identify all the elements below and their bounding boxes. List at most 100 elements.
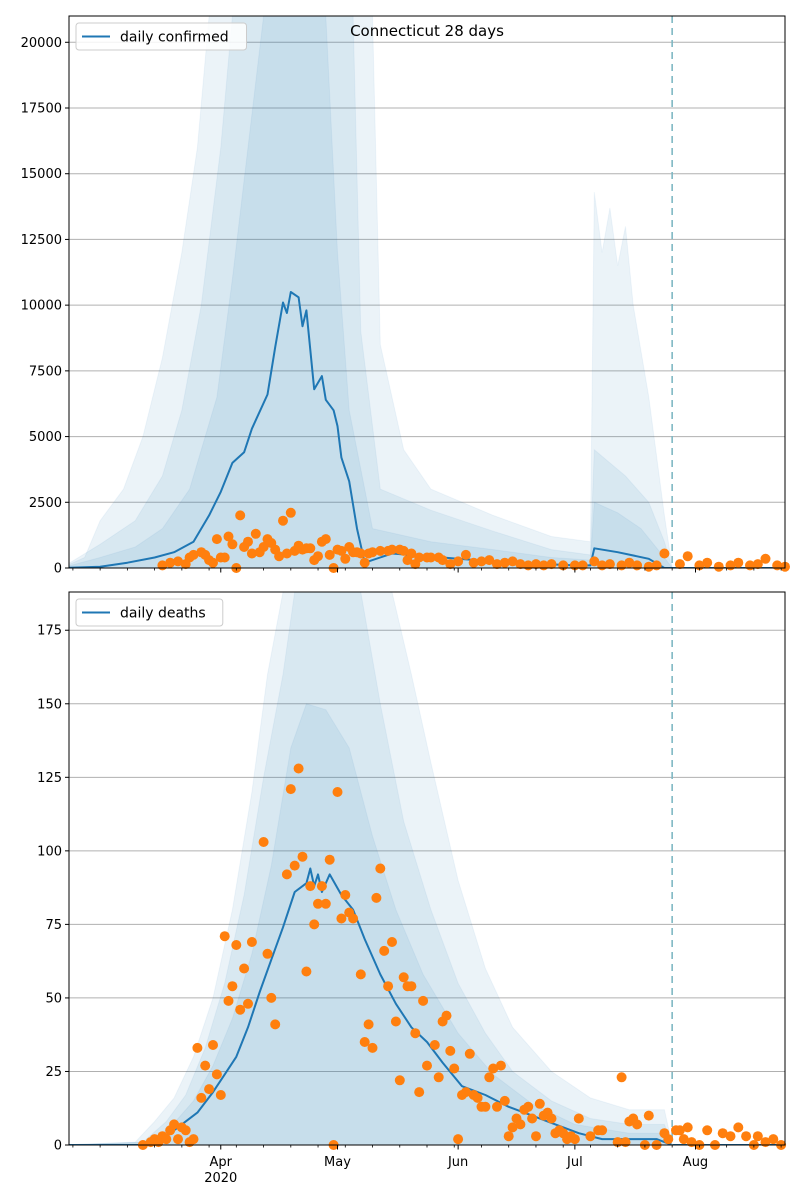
chart-1-data-point-110 bbox=[616, 1072, 627, 1083]
chart-0-data-point-94 bbox=[713, 561, 724, 572]
chart-1-data-point-18 bbox=[211, 1069, 222, 1080]
chart-1-data-point-84 bbox=[492, 1101, 502, 1112]
chart-1-data-point-43 bbox=[324, 854, 335, 865]
chart-1-data-point-51 bbox=[359, 1037, 370, 1047]
chart-1-data-point-38 bbox=[305, 881, 316, 892]
chart-1-data-point-60 bbox=[394, 1075, 405, 1086]
chart-1-data-point-82 bbox=[484, 1072, 495, 1083]
chart-0-data-point-59 bbox=[414, 552, 425, 563]
chart-0-data-point-83 bbox=[604, 559, 615, 570]
chart-0-data-point-22 bbox=[258, 542, 269, 552]
chart-1-data-point-68 bbox=[429, 1040, 440, 1050]
chart-1-data-point-52 bbox=[363, 1019, 374, 1030]
chart-1-data-point-53 bbox=[367, 1042, 378, 1053]
chart-0-data-point-81 bbox=[589, 556, 600, 567]
chart-0-data-point-39 bbox=[324, 549, 335, 560]
chart-0-ytick-label-8: 20000 bbox=[21, 36, 62, 51]
chart-1-data-point-17 bbox=[208, 1040, 218, 1050]
chart-1-data-point-50 bbox=[355, 969, 366, 980]
chart-1-data-point-66 bbox=[418, 995, 429, 1006]
chart-0-data-point-88 bbox=[651, 560, 662, 571]
chart-0-data-point-28 bbox=[281, 548, 292, 559]
chart-0-ytick-label-4: 10000 bbox=[21, 299, 62, 314]
chart-0-data-point-26 bbox=[274, 551, 285, 562]
chart-1-ytick-label-7: 175 bbox=[37, 624, 62, 639]
chart-1-ytick-label-5: 125 bbox=[37, 771, 62, 786]
chart-1-data-point-20 bbox=[219, 931, 230, 942]
chart-1-ytick-label-2: 50 bbox=[45, 991, 62, 1006]
chart-1-xtick-label-2: Jun bbox=[447, 1155, 468, 1170]
chart-0-data-point-38 bbox=[320, 534, 331, 545]
chart-1-data-point-56 bbox=[379, 945, 390, 956]
chart-1-data-point-13 bbox=[192, 1042, 203, 1053]
chart-1-data-point-27 bbox=[246, 937, 257, 947]
chart-0-ytick-label-0: 0 bbox=[54, 562, 62, 577]
chart-0-ytick-label-2: 5000 bbox=[29, 430, 62, 445]
chart-1-data-point-67 bbox=[422, 1060, 432, 1071]
chart-0-data-point-57 bbox=[406, 548, 417, 559]
chart-0-data-point-14 bbox=[227, 539, 238, 550]
chart-0-data-point-66 bbox=[460, 549, 471, 560]
chart-1-data-point-119 bbox=[663, 1134, 674, 1145]
chart-0-title: Connecticut 28 days bbox=[350, 22, 504, 40]
chart-0-data-point-16 bbox=[235, 510, 246, 521]
chart-1-data-point-49 bbox=[348, 913, 359, 924]
chart-1-data-point-122 bbox=[678, 1134, 689, 1145]
chart-0-data-point-98 bbox=[752, 559, 763, 570]
chart-1-data-point-98 bbox=[546, 1113, 557, 1124]
chart-0-data-point-61 bbox=[425, 552, 436, 563]
chart-1-data-point-95 bbox=[534, 1098, 545, 1109]
chart-0-data-point-91 bbox=[682, 551, 693, 562]
chart-0-data-point-87 bbox=[643, 561, 654, 572]
chart-1-data-point-26 bbox=[243, 998, 253, 1009]
chart-1-data-point-8 bbox=[173, 1134, 183, 1145]
chart-1-data-point-65 bbox=[414, 1087, 425, 1098]
chart-0-legend-box bbox=[75, 22, 247, 51]
chart-1-legend-box bbox=[75, 598, 224, 627]
chart-1-data-point-85 bbox=[495, 1060, 506, 1071]
chart-1-legend: daily deaths bbox=[75, 598, 224, 627]
chart-1-data-point-15 bbox=[200, 1060, 211, 1071]
chart-0-data-point-55 bbox=[398, 545, 409, 556]
chart-1-data-point-77 bbox=[464, 1048, 475, 1059]
chart-0-ytick-label-6: 15000 bbox=[21, 167, 62, 182]
chart-1-data-point-5 bbox=[161, 1134, 172, 1145]
chart-0-data-point-89 bbox=[659, 548, 670, 559]
chart-0-data-point-73 bbox=[515, 559, 526, 570]
chart-1-data-point-14 bbox=[196, 1092, 207, 1103]
chart-0-data-point-27 bbox=[278, 515, 288, 526]
chart-1-data-point-57 bbox=[383, 981, 394, 992]
chart-1-data-point-47 bbox=[340, 890, 351, 900]
chart-1-data-point-92 bbox=[523, 1101, 534, 1112]
chart-1-data-point-35 bbox=[293, 763, 304, 774]
chart-0-data-point-13 bbox=[223, 531, 234, 542]
chart-1-data-point-71 bbox=[441, 1010, 452, 1021]
chart-1-data-point-64 bbox=[410, 1028, 421, 1039]
chart-1-data-point-31 bbox=[270, 1019, 281, 1030]
chart-1-xtick-sublabel-0: 2020 bbox=[204, 1171, 237, 1186]
chart-0-data-point-10 bbox=[211, 534, 222, 545]
chart-1-data-point-94 bbox=[531, 1131, 541, 1142]
chart-1-data-point-88 bbox=[507, 1122, 518, 1133]
chart-1-data-point-34 bbox=[289, 860, 300, 871]
chart-1-ytick-label-4: 100 bbox=[37, 844, 62, 859]
chart-0-data-point-85 bbox=[624, 557, 635, 568]
chart-0-data-point-51 bbox=[375, 545, 386, 556]
chart-0-data-point-34 bbox=[305, 543, 316, 554]
chart-0-data-point-12 bbox=[219, 552, 230, 563]
chart-1-data-point-37 bbox=[301, 966, 312, 977]
chart-0-data-point-75 bbox=[531, 559, 541, 570]
chart-0-data-point-42 bbox=[336, 545, 347, 556]
chart-1-data-point-116 bbox=[643, 1110, 654, 1121]
confirmed-panel: 0 2500 5000 7500 10000 12500 15000 17500 20000 Co… bbox=[21, 15, 790, 577]
chart-0-data-point-65 bbox=[453, 556, 464, 567]
chart-0-data-point-43 bbox=[340, 553, 351, 564]
chart-0-data-point-69 bbox=[484, 555, 495, 566]
chart-0-data-point-77 bbox=[546, 559, 557, 570]
chart-0-band-1 bbox=[69, 16, 673, 568]
chart-0-band-2 bbox=[69, 16, 673, 568]
chart-1-band-0 bbox=[69, 592, 673, 1145]
chart-1-data-point-69 bbox=[433, 1072, 444, 1083]
chart-1-data-point-29 bbox=[262, 948, 273, 959]
